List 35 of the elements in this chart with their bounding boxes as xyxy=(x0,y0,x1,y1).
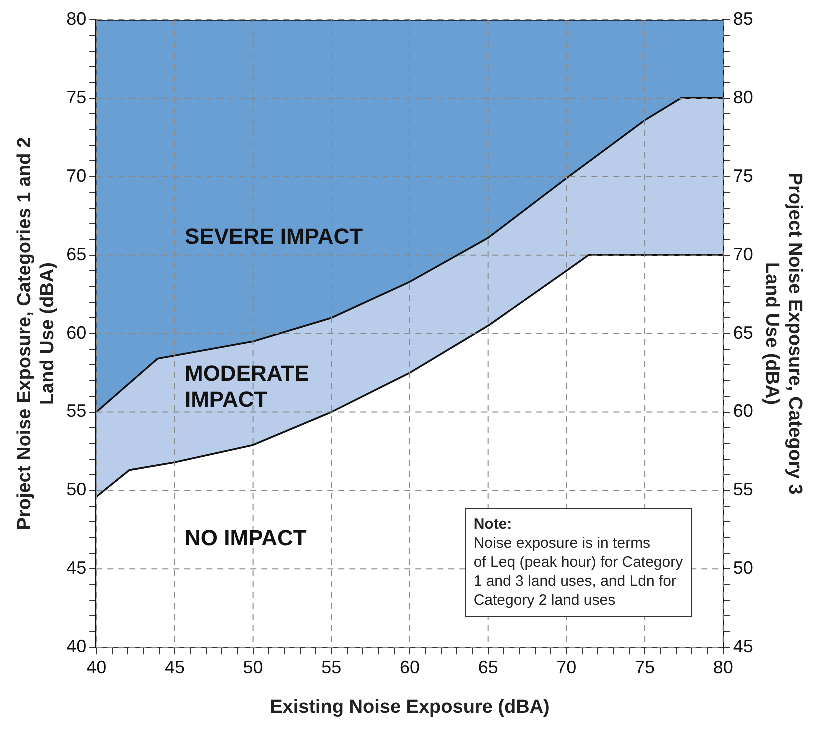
y-tick-label: 70 xyxy=(66,166,87,186)
y-tick-label: 55 xyxy=(66,401,87,422)
y2-tick-label: 55 xyxy=(733,480,754,500)
y2-tick-label: 60 xyxy=(733,401,754,422)
x-tick-label: 70 xyxy=(556,657,577,678)
x-tick-label: 50 xyxy=(243,657,264,678)
y2-tick-label: 45 xyxy=(733,636,754,657)
y-axis-title: Project Noise Exposure, Categories 1 and 2 Land Use (dBA) xyxy=(14,137,58,530)
y-tick-label: 45 xyxy=(66,558,87,578)
x-tick-label: 45 xyxy=(164,657,185,678)
y-tick-label: 50 xyxy=(66,480,87,500)
x-axis-title: Existing Noise Exposure (dBA) xyxy=(270,696,550,718)
y2-tick-label: 65 xyxy=(733,322,754,343)
x-tick-label: 60 xyxy=(400,657,420,678)
annotation: MODERATE IMPACT xyxy=(184,360,310,412)
annotation: SEVERE IMPACT xyxy=(184,224,364,249)
y-tick-label: 75 xyxy=(66,87,87,108)
x-tick-label: 65 xyxy=(478,657,498,678)
y2-tick-label: 70 xyxy=(733,244,754,264)
annotation: Noise exposure is in terms of Leq (peak hour) for Category 1 and 3 land uses, and Ldn for Category 2 land uses xyxy=(474,534,684,609)
y-tick-label: 40 xyxy=(66,636,87,657)
annotation: NO IMPACT xyxy=(184,526,308,551)
x-tick-label: 40 xyxy=(86,657,107,678)
x-tick-label: 75 xyxy=(635,657,656,678)
y-tick-label: 65 xyxy=(66,244,87,264)
x-tick-label: 55 xyxy=(322,657,342,678)
x-tick-label: 80 xyxy=(713,657,734,678)
y2-axis-title: Project Noise Exposure, Category 3 Land Use (dBA) xyxy=(762,172,806,495)
y-tick-label: 60 xyxy=(66,322,87,343)
y2-tick-label: 75 xyxy=(733,166,754,186)
y2-tick-label: 50 xyxy=(733,558,754,578)
y-tick-label: 80 xyxy=(66,8,87,29)
annotation: Note: xyxy=(474,514,514,534)
y2-tick-label: 85 xyxy=(733,8,754,29)
y2-tick-label: 80 xyxy=(733,87,754,108)
